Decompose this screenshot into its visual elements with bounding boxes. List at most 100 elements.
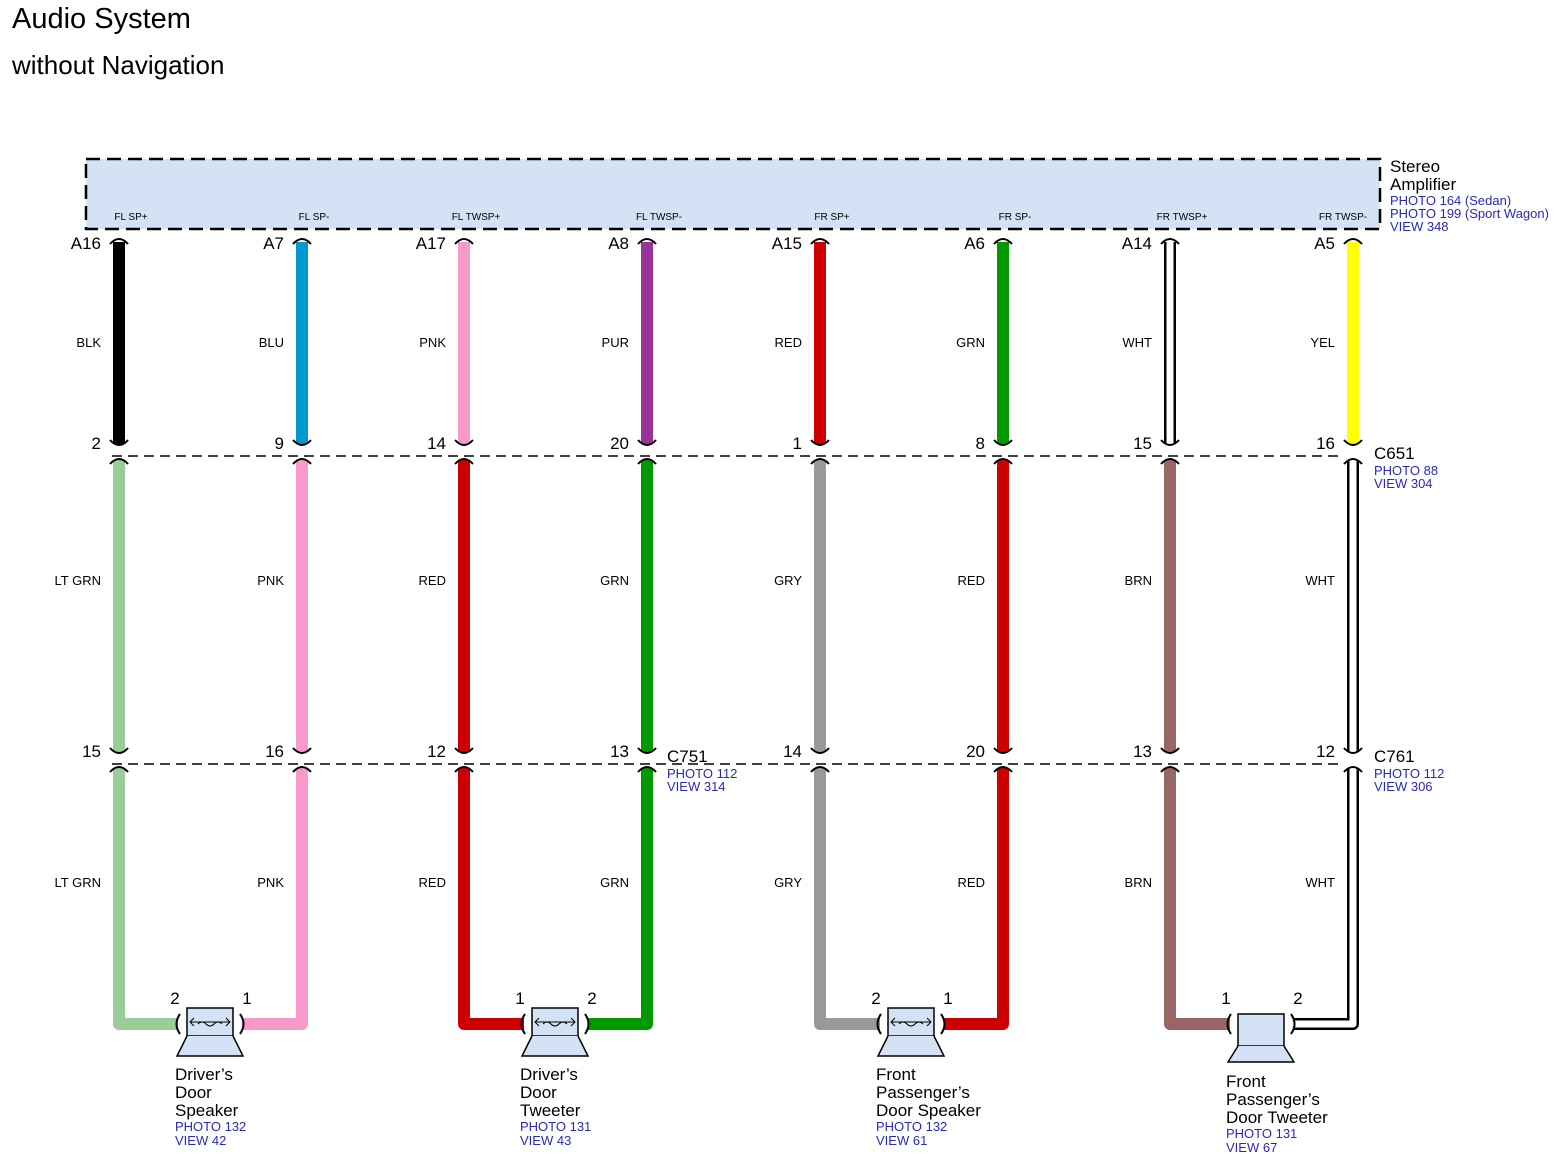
component-3-right-terminal — [1290, 1013, 1296, 1035]
c751-ref-photo[interactable]: PHOTO 112 — [667, 766, 737, 781]
component-0-left-pin: 2 — [170, 989, 179, 1008]
circuit-4-c7-terminal-top — [810, 747, 830, 754]
circuit-5-seg3-color-label: RED — [958, 875, 985, 890]
component-3-ref-2[interactable]: VIEW 67 — [1226, 1140, 1277, 1155]
component-2-ref-1[interactable]: PHOTO 132 — [876, 1119, 947, 1134]
circuit-2-c651-cavity: 14 — [427, 434, 446, 453]
component-0-right-pin: 1 — [242, 989, 251, 1008]
c751-connector-name: C751 — [667, 747, 708, 766]
circuit-0-seg1-color-label: BLK — [76, 335, 101, 350]
component-1-ref-2[interactable]: VIEW 43 — [520, 1133, 571, 1148]
circuit-3-c651-cavity: 20 — [610, 434, 629, 453]
amplifier-ref-photo-wagon[interactable]: PHOTO 199 (Sport Wagon) — [1390, 206, 1549, 221]
circuit-5-c651-terminal-bottom — [993, 458, 1013, 465]
circuit-4-amp-terminal — [810, 238, 830, 245]
circuit-5-c7-terminal-top — [993, 747, 1013, 754]
circuit-7-c7-terminal-top — [1343, 747, 1363, 754]
component-3-right-pin: 2 — [1293, 989, 1302, 1008]
circuit-1-c7-terminal-top — [292, 747, 312, 754]
circuit-7-seg2-color-label: WHT — [1305, 573, 1335, 588]
circuit-6-wire-seg3 — [1164, 768, 1230, 1030]
circuit-4-signal-label: FR SP+ — [814, 212, 849, 223]
component-3-cone — [1226, 1045, 1296, 1063]
circuit-0-c651-cavity: 2 — [92, 434, 101, 453]
circuit-5-amp-pin: A6 — [964, 234, 985, 253]
circuit-6-seg2-color-label: BRN — [1125, 573, 1152, 588]
component-1-cone — [520, 1035, 590, 1057]
c651-ref-photo[interactable]: PHOTO 88 — [1374, 463, 1438, 478]
amplifier-ref-photo-sedan[interactable]: PHOTO 164 (Sedan) — [1390, 193, 1511, 208]
circuit-5-c7-terminal-bottom — [993, 766, 1013, 773]
component-2-right-terminal — [940, 1013, 946, 1035]
c651-ref-view[interactable]: VIEW 304 — [1374, 476, 1433, 491]
circuit-1-amp-pin: A7 — [263, 234, 284, 253]
circuit-4-seg3-color-label: GRY — [774, 875, 802, 890]
circuit-0-c651-terminal-top — [109, 439, 129, 446]
circuit-4-wire-seg3 — [814, 768, 880, 1030]
circuit-7-c651-terminal-bottom — [1343, 458, 1363, 465]
circuit-6-c651-terminal-top — [1160, 439, 1180, 446]
circuit-0-wire-seg3 — [113, 768, 178, 1030]
circuit-2-wire-seg3 — [458, 768, 524, 1030]
circuit-1-c7-cavity: 16 — [265, 742, 284, 761]
component-0-ref-2[interactable]: VIEW 42 — [175, 1133, 226, 1148]
circuit-6-amp-terminal — [1160, 238, 1180, 245]
component-3-left-terminal — [1226, 1013, 1232, 1035]
circuit-2-c7-terminal-bottom — [454, 766, 474, 773]
circuit-0-c7-cavity: 15 — [82, 742, 101, 761]
circuit-5-c7-cavity: 20 — [966, 742, 985, 761]
component-0-coil-symbol — [189, 1017, 231, 1027]
diagram-title: Audio System — [12, 3, 191, 35]
circuit-0-amp-terminal — [109, 238, 129, 245]
component-3-body — [1237, 1013, 1285, 1047]
circuit-4-amp-pin: A15 — [772, 234, 802, 253]
c651-connector-name: C651 — [1374, 444, 1415, 463]
circuit-0-seg3-color-label: LT GRN — [55, 875, 101, 890]
component-2-name-line-3: Door Speaker — [876, 1101, 981, 1120]
circuit-6-amp-pin: A14 — [1122, 234, 1152, 253]
component-2-name-line-2: Passenger’s — [876, 1083, 970, 1102]
component-1-name-line-2: Door — [520, 1083, 557, 1102]
component-0-left-terminal — [175, 1013, 181, 1035]
circuit-7-c651-terminal-top — [1343, 439, 1363, 446]
circuit-1-wire-seg3 — [242, 768, 308, 1030]
c761-ref-photo[interactable]: PHOTO 112 — [1374, 766, 1444, 781]
circuit-1-seg1-color-label: BLU — [259, 335, 284, 350]
c751-ref-view[interactable]: VIEW 314 — [667, 779, 726, 794]
circuit-5-c651-cavity: 8 — [976, 434, 985, 453]
circuit-2-seg3-color-label: RED — [419, 875, 446, 890]
amplifier-ref-view[interactable]: VIEW 348 — [1390, 219, 1449, 234]
circuit-7-seg3-color-label: WHT — [1305, 875, 1335, 890]
c761-ref-view[interactable]: VIEW 306 — [1374, 779, 1433, 794]
circuit-7-wire-seg3 — [1294, 768, 1357, 1028]
circuit-4-c651-terminal-top — [810, 439, 830, 446]
component-3-name-line-2: Passenger’s — [1226, 1090, 1320, 1109]
component-3-name-line-1: Front — [1226, 1072, 1266, 1091]
component-0-name-line-2: Door — [175, 1083, 212, 1102]
circuit-1-c651-terminal-top — [292, 439, 312, 446]
stereo-amplifier-box — [84, 157, 1382, 231]
circuit-7-seg1-color-label: YEL — [1310, 335, 1335, 350]
circuit-1-seg3-color-label: PNK — [257, 875, 284, 890]
component-3-ref-1[interactable]: PHOTO 131 — [1226, 1126, 1297, 1141]
circuit-1-c7-terminal-bottom — [292, 766, 312, 773]
component-1-ref-1[interactable]: PHOTO 131 — [520, 1119, 591, 1134]
circuit-3-seg2-color-label: GRN — [600, 573, 629, 588]
circuit-5-c651-terminal-top — [993, 439, 1013, 446]
circuit-2-seg2-color-label: RED — [419, 573, 446, 588]
component-0-ref-1[interactable]: PHOTO 132 — [175, 1119, 246, 1134]
circuit-6-signal-label: FR TWSP+ — [1157, 212, 1208, 223]
circuit-3-seg1-color-label: PUR — [602, 335, 629, 350]
circuit-7-c651-cavity: 16 — [1316, 434, 1335, 453]
circuit-4-c651-terminal-bottom — [810, 458, 830, 465]
circuit-2-seg1-color-label: PNK — [419, 335, 446, 350]
circuit-7-c7-terminal-bottom — [1343, 766, 1363, 773]
circuit-6-c7-cavity: 13 — [1133, 742, 1152, 761]
circuit-6-c7-terminal-bottom — [1160, 766, 1180, 773]
component-2-ref-2[interactable]: VIEW 61 — [876, 1133, 927, 1148]
amplifier-name-line-1: Stereo — [1390, 157, 1440, 176]
circuit-7-wire-seg3-outline — [1294, 768, 1359, 1030]
